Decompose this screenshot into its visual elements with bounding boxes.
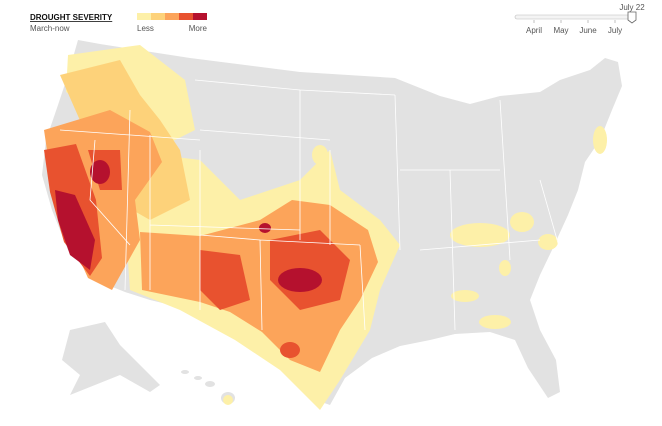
legend-swatch — [137, 13, 151, 20]
month-label: May — [553, 26, 568, 35]
legend-swatch — [179, 13, 193, 20]
slider-thumb[interactable] — [627, 11, 637, 24]
legend-high-label: More — [189, 24, 208, 33]
state-borders — [59, 79, 561, 331]
map-subtitle: March-now — [30, 24, 70, 33]
legend-swatch — [165, 13, 179, 20]
month-label: June — [579, 26, 597, 35]
legend-swatch — [151, 13, 165, 20]
month-label: July — [608, 26, 622, 35]
legend — [137, 13, 207, 20]
alaska — [62, 322, 160, 395]
legend-swatch — [193, 13, 207, 20]
legend-low-label: Less — [137, 24, 154, 33]
map — [42, 40, 622, 410]
slider-current-date: July 22 — [619, 3, 645, 12]
map-title: DROUGHT SEVERITY — [30, 13, 113, 22]
timeline-slider[interactable]: July 22 April May June July — [514, 3, 645, 35]
slider-track[interactable] — [514, 14, 636, 20]
month-label: April — [526, 26, 542, 35]
